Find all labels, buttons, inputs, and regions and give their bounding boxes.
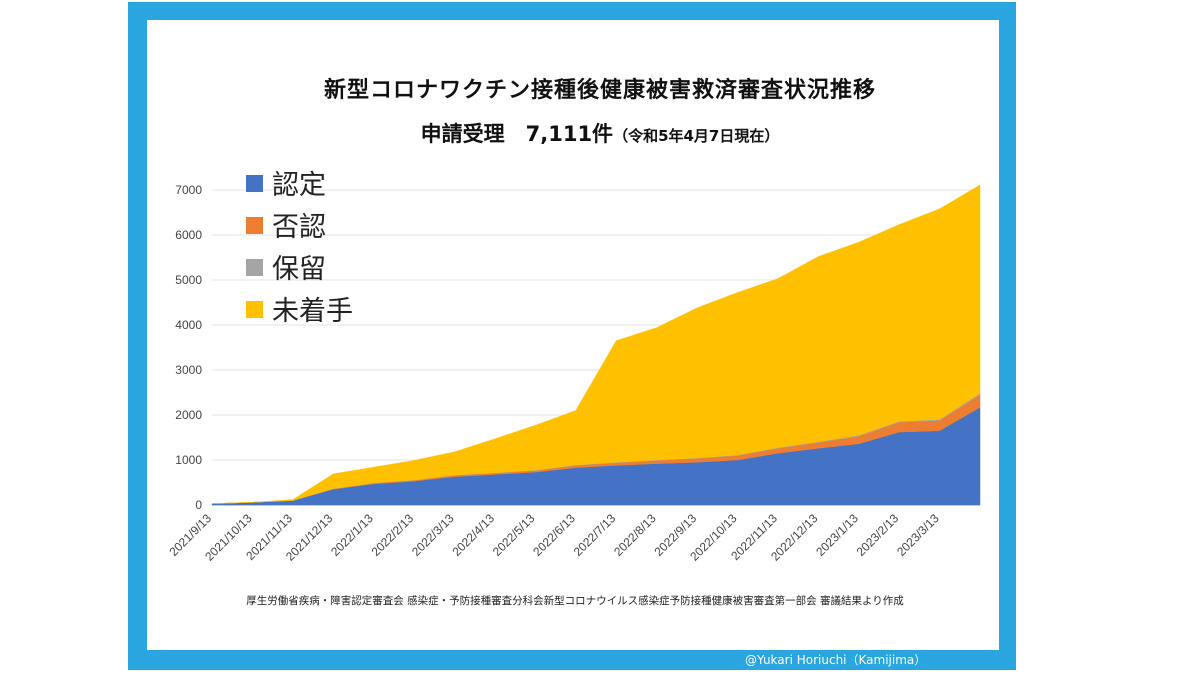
legend-label: 未着手: [272, 296, 353, 327]
legend-label: 保留: [272, 254, 326, 285]
x-tick-label: 2023/1/13: [813, 511, 861, 559]
subtitle-main: 申請受理 7,111件: [420, 122, 614, 146]
y-tick-label: 4000: [175, 318, 202, 332]
y-tick-label: 1000: [175, 453, 202, 467]
credit-text: @Yukari Horiuchi（Kamijima）: [745, 653, 927, 667]
x-tick-label: 2023/2/13: [854, 511, 902, 559]
chart-title: 新型コロナワクチン接種後健康被害救済審査状況推移: [323, 78, 876, 103]
legend-label: 否認: [272, 212, 326, 243]
x-tick-label: 2022/4/13: [449, 511, 497, 559]
area-未着手: [211, 184, 981, 504]
x-tick-label: 2022/3/13: [409, 511, 457, 559]
x-tick-label: 2022/7/13: [571, 511, 619, 559]
y-tick-label: 7000: [175, 183, 202, 197]
x-tick-label: 2022/8/13: [611, 511, 659, 559]
y-axis: 0 1000 2000 3000 4000 5000 6000 7000: [175, 183, 202, 512]
x-tick-label: 2022/2/13: [369, 511, 417, 559]
y-tick-label: 5000: [175, 273, 202, 287]
y-tick-label: 6000: [175, 228, 202, 242]
y-tick-label: 0: [195, 498, 202, 512]
series-areas: [211, 184, 981, 506]
x-tick-label: 2023/3/13: [894, 511, 942, 559]
x-tick-label: 2022/6/13: [530, 511, 578, 559]
x-tick-label: 2022/1/13: [328, 511, 376, 559]
legend-swatch: [246, 259, 263, 276]
source-note: 厚生労働省疾病・障害認定審査会 感染症・予防接種審査分科会新型コロナウイルス感染…: [246, 595, 904, 607]
legend-label: 認定: [272, 170, 326, 201]
chart-subtitle: 申請受理 7,111件（令和5年4月7日現在）: [0, 118, 1200, 148]
x-axis: 2021/9/132021/10/132021/11/132021/12/132…: [166, 511, 941, 564]
legend-swatch: [246, 301, 263, 318]
subtitle-note: （令和5年4月7日現在）: [613, 127, 780, 145]
x-tick-label: 2022/5/13: [490, 511, 538, 559]
y-tick-label: 3000: [175, 363, 202, 377]
legend-swatch: [246, 175, 263, 192]
legend-swatch: [246, 217, 263, 234]
y-tick-label: 2000: [175, 408, 202, 422]
